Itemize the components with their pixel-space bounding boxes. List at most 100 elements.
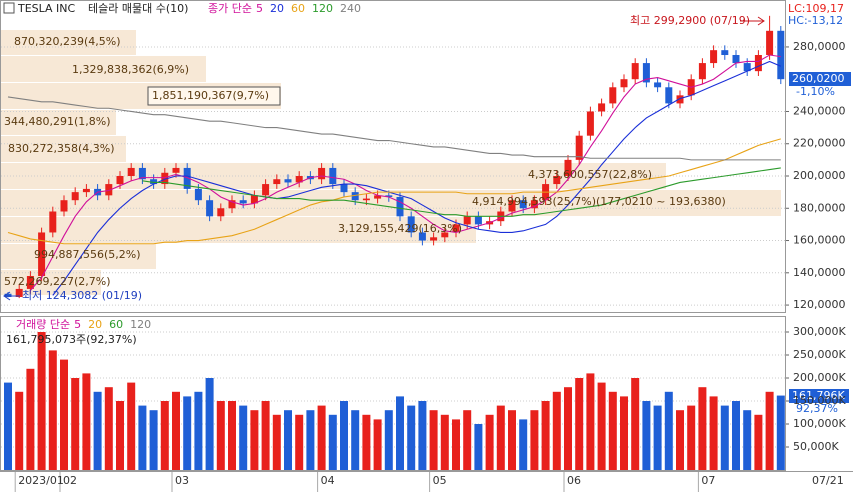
last-volume-box bbox=[789, 389, 849, 403]
high-arrow bbox=[740, 16, 765, 26]
low-label: 최저 124,3082 (01/19) bbox=[22, 289, 142, 302]
volume-tick-label: 150,000K bbox=[793, 394, 846, 407]
volume-bar bbox=[228, 401, 236, 470]
candle-body bbox=[777, 30, 785, 80]
volume-bar bbox=[284, 410, 292, 470]
volume-bar bbox=[93, 391, 102, 470]
candle-body bbox=[430, 237, 438, 241]
subtitle: 테슬라 매물대 수(10) bbox=[88, 2, 188, 15]
candle-body bbox=[732, 55, 740, 64]
candle-body bbox=[575, 135, 583, 160]
candle-body bbox=[463, 216, 471, 225]
volume-legend-entry: 60 bbox=[109, 318, 123, 331]
candle-body bbox=[38, 232, 46, 277]
candle-body bbox=[418, 232, 426, 241]
candle-body bbox=[385, 195, 393, 197]
ma-line bbox=[7, 138, 781, 245]
ma-legend-label: 종가 단순 bbox=[208, 2, 252, 15]
volume-bar bbox=[149, 410, 158, 470]
volume-bar bbox=[743, 410, 752, 470]
volume-bar bbox=[519, 419, 528, 470]
candle-body bbox=[250, 195, 258, 204]
last-price-box bbox=[789, 72, 851, 86]
volume-bar bbox=[631, 378, 640, 470]
volume-bar bbox=[37, 332, 46, 470]
legend-entry: 60 bbox=[291, 2, 305, 15]
volume-bar bbox=[239, 405, 248, 470]
candle-body bbox=[441, 232, 449, 238]
candle-body bbox=[586, 111, 594, 136]
last-volume-label: 161,796K bbox=[792, 389, 845, 402]
candle-body bbox=[609, 87, 617, 104]
menu-icon[interactable] bbox=[3, 2, 15, 14]
profile-band bbox=[1, 30, 136, 55]
x-tick-label: 2023/01 bbox=[18, 474, 64, 487]
profile-label: 994,887,556(5,2%) bbox=[34, 248, 141, 261]
volume-bar bbox=[698, 387, 707, 470]
price-frame bbox=[0, 0, 786, 313]
last-volume-pct: 92,37% bbox=[796, 402, 838, 415]
y-tick-label: 140,0000 bbox=[793, 266, 846, 279]
volume-bar bbox=[418, 401, 427, 470]
candle-body bbox=[262, 184, 270, 196]
volume-bar bbox=[732, 401, 740, 470]
volume-bar bbox=[597, 382, 606, 470]
volume-bar bbox=[765, 391, 774, 470]
candle-body bbox=[183, 167, 191, 189]
legend-entry: 240 bbox=[340, 2, 361, 15]
volume-bar bbox=[48, 350, 57, 470]
volume-bar bbox=[754, 414, 763, 470]
candle-body bbox=[351, 192, 359, 201]
volume-summary: 161,795,073주(92,37%) bbox=[6, 333, 137, 346]
candle-body bbox=[598, 103, 606, 112]
volume-bar bbox=[530, 410, 539, 470]
candle-body bbox=[676, 95, 684, 104]
volume-bar bbox=[709, 396, 718, 470]
low-arrow bbox=[3, 291, 20, 301]
volume-legend-entry: 5 bbox=[74, 318, 81, 331]
y-tick-label: 120,0000 bbox=[793, 298, 846, 311]
volume-bar bbox=[552, 391, 561, 470]
candle-body bbox=[138, 167, 146, 180]
x-tick-label: 02 bbox=[63, 474, 77, 487]
volume-bar bbox=[116, 401, 124, 470]
volume-bar bbox=[541, 401, 550, 470]
volume-tick-label: 200,000K bbox=[793, 371, 846, 384]
candle-body bbox=[26, 276, 34, 289]
candle-body bbox=[553, 176, 561, 185]
x-tick-label: 06 bbox=[567, 474, 581, 487]
profile-label: 4,914,994,593(25,7%)(177,0210 ~ 193,6380… bbox=[472, 195, 726, 208]
candle-body bbox=[161, 172, 169, 185]
candle-body bbox=[452, 224, 460, 233]
volume-bar bbox=[104, 387, 113, 470]
candle-body bbox=[239, 200, 247, 204]
profile-label: 344,480,291(1,8%) bbox=[4, 115, 111, 128]
x-tick-label: 07 bbox=[701, 474, 715, 487]
candle-body bbox=[721, 50, 729, 56]
candle-body bbox=[530, 200, 538, 209]
volume-bar bbox=[340, 401, 348, 470]
y-tick-label: 280,0000 bbox=[793, 40, 846, 53]
candle-body bbox=[766, 30, 774, 56]
candle-body bbox=[228, 200, 236, 209]
ma-line bbox=[52, 60, 782, 296]
candle-body bbox=[71, 192, 79, 201]
volume-bar bbox=[608, 391, 617, 470]
candle-body bbox=[284, 179, 292, 183]
candle-body bbox=[127, 167, 135, 177]
candle-body bbox=[60, 200, 68, 212]
candle-body bbox=[474, 216, 482, 225]
volume-bar bbox=[328, 414, 337, 470]
y-tick-label: 220,0000 bbox=[793, 137, 846, 150]
volume-bar bbox=[687, 405, 696, 470]
profile-band bbox=[1, 217, 476, 243]
legend-entry: 20 bbox=[270, 2, 284, 15]
ma-line bbox=[142, 167, 781, 217]
volume-bar bbox=[26, 368, 35, 470]
x-tick-label: 03 bbox=[175, 474, 189, 487]
candle-body bbox=[340, 184, 348, 193]
candle-body bbox=[82, 188, 90, 193]
volume-bar bbox=[138, 405, 147, 470]
volume-bar bbox=[474, 424, 483, 470]
candle-body bbox=[49, 211, 57, 233]
